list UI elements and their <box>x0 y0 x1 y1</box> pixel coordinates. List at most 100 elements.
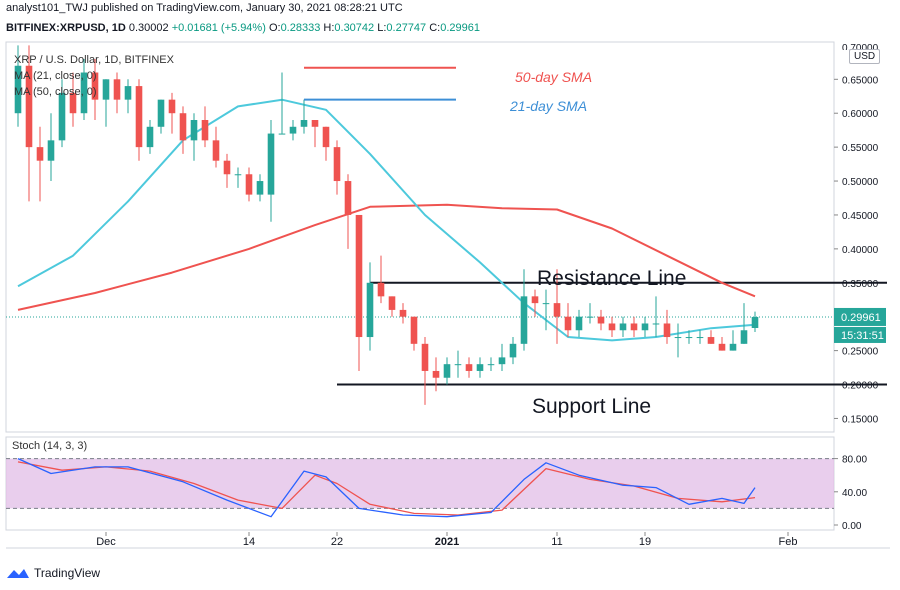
last-price-badge <box>834 307 886 326</box>
candle-body <box>707 337 715 344</box>
candle-body <box>410 316 418 344</box>
candle-body <box>267 133 275 195</box>
candle-body <box>652 323 660 325</box>
high-value: 0.30742 <box>334 22 375 34</box>
candle-body <box>685 337 693 339</box>
support-annotation: Support Line <box>532 395 651 418</box>
candle-body <box>80 72 88 114</box>
candle-body <box>465 364 473 371</box>
close-value: 0.29961 <box>440 22 480 34</box>
price-tick-label: 0.15000 <box>842 414 879 425</box>
candle-body <box>619 323 627 331</box>
price-tick-label-top: 0.70000 <box>842 43 879 54</box>
candle-body <box>91 72 99 100</box>
candle-body <box>377 282 385 297</box>
candle-body <box>36 147 44 161</box>
candle-body <box>531 296 539 304</box>
last-price-label: 0.29961 <box>841 312 881 324</box>
candle-body <box>696 337 704 339</box>
resistance-annotation: Resistance Line <box>537 267 686 290</box>
time-tick-label: 11 <box>551 536 562 548</box>
currency-button[interactable]: USD <box>849 49 881 64</box>
candle-body <box>476 364 484 371</box>
candle-body <box>674 337 682 339</box>
candle-body <box>234 174 242 176</box>
stoch-k-line <box>17 458 756 518</box>
open-label: O: <box>268 22 281 34</box>
candle-body <box>278 133 286 135</box>
countdown-badge <box>834 326 886 343</box>
candle-body <box>421 343 429 371</box>
sma50-annotation: 50-day SMA <box>515 69 592 85</box>
time-tick-label: 14 <box>243 536 255 548</box>
candle-body <box>333 147 341 182</box>
candle-body <box>740 330 748 344</box>
ma21-line <box>17 98 756 342</box>
time-tick-label: Feb <box>779 536 798 548</box>
candle-body <box>69 92 77 114</box>
candle-body <box>498 357 506 365</box>
candle-body <box>344 181 352 215</box>
candle-body <box>322 126 330 148</box>
candle-body <box>355 214 363 338</box>
candle-body <box>729 343 737 351</box>
price-tick-label: 0.45000 <box>842 211 879 222</box>
open-value: 0.28333 <box>280 22 321 34</box>
candle-body <box>509 343 517 358</box>
candle-body <box>300 120 308 127</box>
close-label: C: <box>429 22 441 34</box>
candle-body <box>443 364 451 378</box>
candle-body <box>718 343 726 351</box>
high-label: H: <box>323 22 335 34</box>
candle-body <box>597 316 605 324</box>
candle-body <box>630 323 638 331</box>
brand-label: TradingView <box>34 566 101 580</box>
candle-body <box>179 113 187 141</box>
candle-body <box>586 316 594 318</box>
low-value: 0.27747 <box>386 22 427 34</box>
candle-body <box>454 364 462 366</box>
price-tick-label: 0.35000 <box>842 279 879 290</box>
time-tick-label: 2021 <box>435 536 459 548</box>
candle-body <box>201 120 209 141</box>
ma50-line <box>17 203 756 311</box>
candle-body <box>553 303 561 317</box>
candle-body <box>190 120 198 141</box>
candle-body <box>58 92 66 141</box>
publish-line: analyst101_TWJ published on TradingView.… <box>6 2 403 14</box>
tradingview-logo-icon <box>7 569 29 578</box>
candle-body <box>168 99 176 114</box>
candle-body <box>256 181 264 195</box>
stoch-tick-label: 0.00 <box>842 521 862 532</box>
candle-body <box>564 316 572 331</box>
price-value: 0.30002 <box>128 22 169 34</box>
candle-body <box>47 140 55 161</box>
candle-body <box>575 316 583 331</box>
candle-body <box>102 79 110 100</box>
candle-body <box>146 126 154 148</box>
candle-body <box>388 296 396 310</box>
candle-body <box>157 99 165 127</box>
candle-body <box>399 309 407 317</box>
low-label: L: <box>377 22 387 34</box>
price-tick-label: 0.25000 <box>842 347 879 358</box>
price-tick-label: 0.40000 <box>842 245 879 256</box>
change-value: +0.01681 (+5.94%) <box>171 22 266 34</box>
stoch-tick-label: 40.00 <box>842 488 867 499</box>
candle-body <box>223 160 231 175</box>
candle-body <box>663 323 671 338</box>
ohlc-line: BITFINEX:XRPUSD, 1D 0.30002 +0.01681 (+5… <box>6 22 480 34</box>
candle-body <box>641 323 649 331</box>
candle-body <box>212 140 220 161</box>
price-tick-label: 0.50000 <box>842 177 879 188</box>
candle-body <box>25 65 33 148</box>
candle-body <box>751 316 759 329</box>
sma21-annotation: 21-day SMA <box>509 98 587 114</box>
ma21-legend: MA (21, close, 0) <box>14 70 97 82</box>
ma50-legend: MA (50, close, 0) <box>14 86 97 98</box>
price-tick-label: 0.65000 <box>842 75 879 86</box>
time-tick-label: Dec <box>96 536 116 548</box>
candle-body <box>245 174 253 195</box>
candle-body <box>366 282 374 338</box>
